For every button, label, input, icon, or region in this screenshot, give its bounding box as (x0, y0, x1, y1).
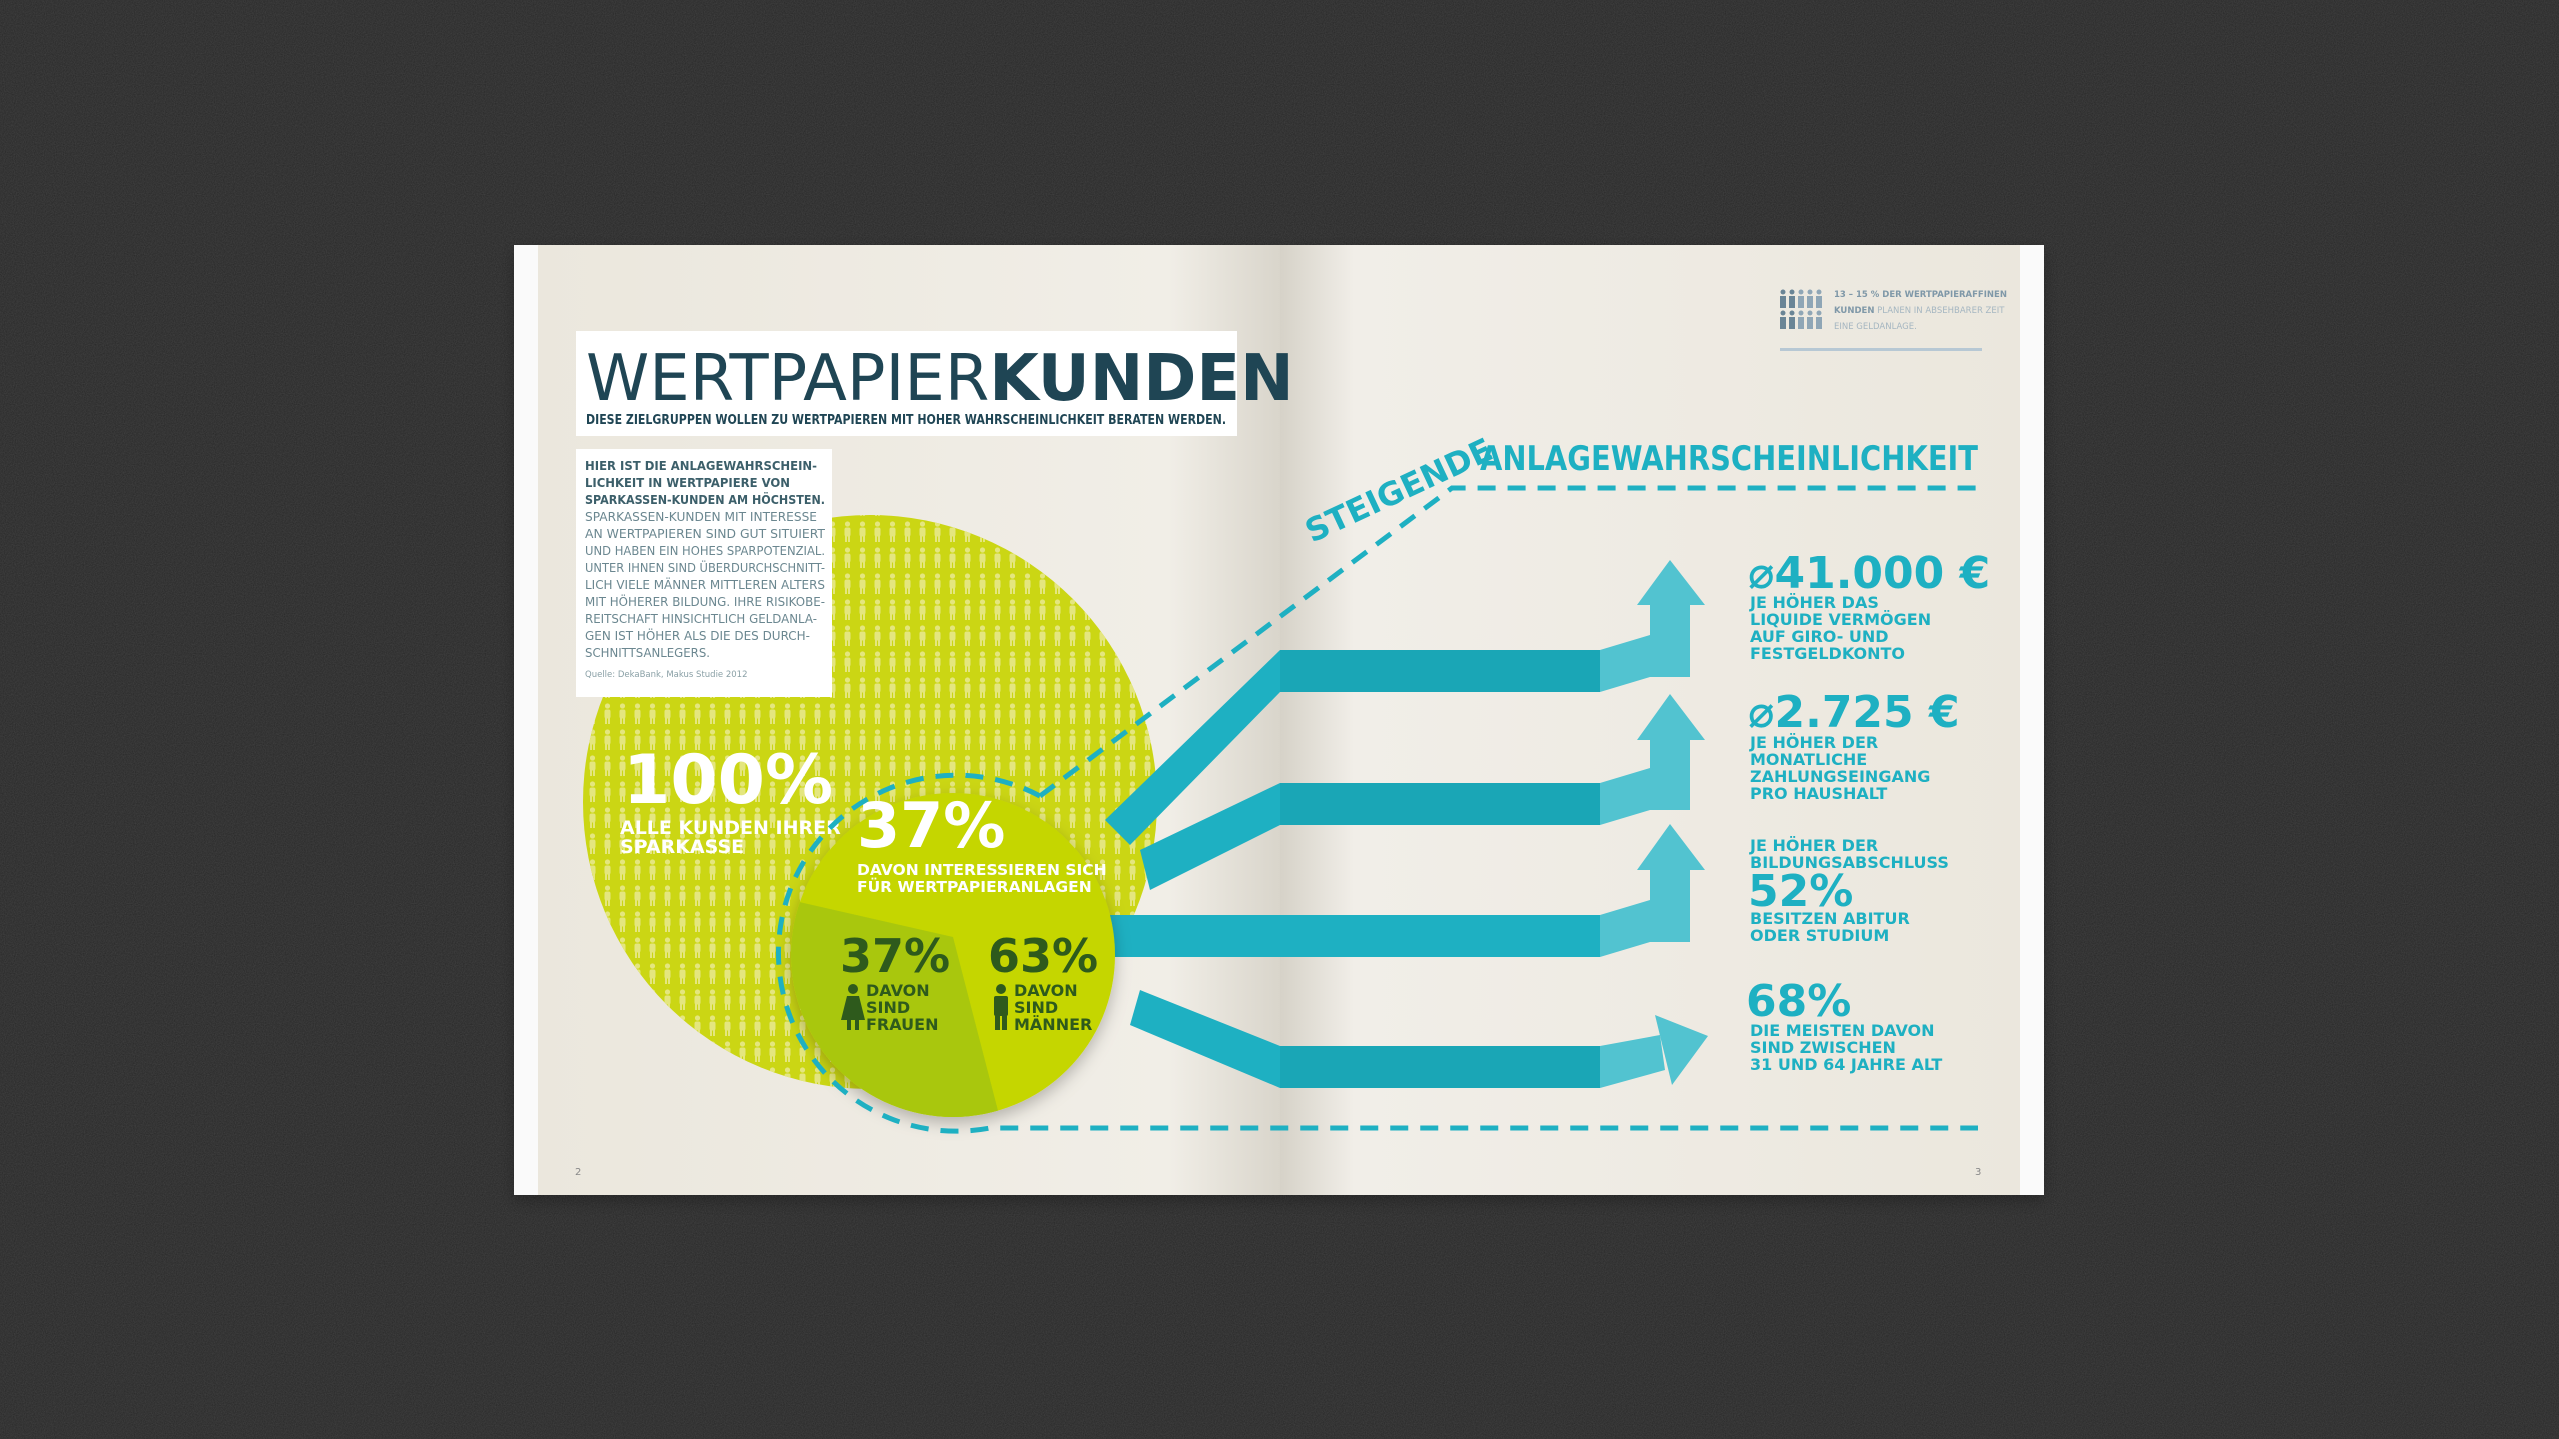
page-number-left: 2 (575, 1167, 581, 1178)
fact-label: ZAHLUNGSEINGANG (1750, 767, 1930, 786)
men-label: SIND (1014, 998, 1058, 1017)
fact-label: PRO HAUSHALT (1750, 784, 1887, 803)
arrow-up-icon (1650, 600, 1690, 677)
all-customers-value: 100% (623, 741, 833, 820)
all-customers-label: SPARKASSE (620, 836, 744, 858)
dashed-trend-line (1038, 485, 1978, 799)
fact-value: ⌀2.725 € (1748, 687, 1960, 738)
fact-label: BILDUNGSABSCHLUSS (1750, 853, 1949, 872)
man-icon (994, 984, 1008, 1030)
title-bold: KUNDEN (989, 342, 1293, 416)
intro-body-line: MIT HÖHERER BILDUNG. IHRE RISIKOBE- (585, 593, 825, 609)
legend-bold: KUNDEN (1834, 306, 1874, 316)
fact-label: AUF GIRO- UND (1750, 627, 1889, 646)
intro-body-line: AN WERTPAPIEREN SIND GUT SITUIERT (585, 526, 825, 541)
dashed-outline (776, 772, 1978, 1134)
intro-body-line: UNTER IHNEN SIND ÜBERDURCHSCHNITT- (585, 559, 825, 575)
men-value: 63% (988, 929, 1098, 983)
dashed-connector (776, 485, 1978, 1134)
intro-body-line: UND HABEN EIN HOHES SPARPOTENZIAL. (585, 543, 825, 558)
fact-label: DIE MEISTEN DAVON (1750, 1021, 1935, 1040)
intro-body-line: SPARKASSEN-KUNDEN MIT INTERESSE (585, 509, 817, 524)
woman-icon (841, 984, 865, 1030)
fact-label: LIQUIDE VERMÖGEN (1750, 610, 1931, 629)
legend-rule (1780, 348, 1982, 351)
facts: ⌀41.000 € JE HÖHER DAS LIQUIDE VERMÖGEN … (1746, 548, 1990, 1074)
women-value: 37% (840, 929, 950, 983)
right-page (1280, 245, 2020, 1195)
fact-label: SIND ZWISCHEN (1750, 1038, 1896, 1057)
fact-label: JE HÖHER DAS (1749, 593, 1879, 612)
interested-value: 37% (857, 789, 1005, 862)
legend-line: KUNDEN PLANEN IN ABSEHBARER ZEIT (1834, 306, 2005, 316)
legend-line: EINE GELDANLAGE. (1834, 322, 1917, 332)
source-note: Quelle: DekaBank, Makus Studie 2012 (585, 670, 748, 680)
page-number-right: 3 (1975, 1167, 1981, 1178)
arrow-bands (1100, 560, 1708, 1088)
fact-value: ⌀41.000 € (1748, 548, 1990, 599)
band-3 (1100, 824, 1705, 957)
fact-label: 31 UND 64 JAHRE ALT (1750, 1055, 1942, 1074)
intro-bold-line: HIER IST DIE ANLAGEWAHRSCHEIN- (585, 458, 817, 473)
title-light: WERTPAPIER (586, 342, 989, 416)
intro-box (576, 449, 832, 697)
title-box (576, 331, 1237, 436)
intro-text: HIER IST DIE ANLAGEWAHRSCHEIN- LICHKEIT … (585, 458, 825, 680)
legend-rest: PLANEN IN ABSEHBARER ZEIT (1874, 306, 2005, 316)
fact-label: BESITZEN ABITUR (1750, 909, 1910, 928)
fact-label: JE HÖHER DER (1749, 836, 1878, 855)
band-2 (1140, 694, 1705, 890)
intro-bold-line: LICHKEIT IN WERTPAPIERE VON (585, 475, 790, 490)
band-1 (1105, 560, 1705, 845)
fact-label: MONATLICHE (1750, 750, 1867, 769)
intro-body-line: LICH VIELE MÄNNER MITTLEREN ALTERS (585, 577, 825, 592)
women-stat: 37% DAVON SIND FRAUEN (840, 929, 950, 1034)
men-label: DAVON (1014, 981, 1078, 1000)
intro-body-line: SCHNITTSANLEGERS. (585, 645, 710, 660)
page-subtitle: DIESE ZIELGRUPPEN WOLLEN ZU WERTPAPIEREN… (586, 413, 1226, 428)
intro-body-line: REITSCHAFT HINSICHTLICH GELDANLA- (585, 611, 817, 626)
fact-value: 68% (1746, 976, 1851, 1027)
fact-label: JE HÖHER DER (1749, 733, 1878, 752)
women-label: DAVON (866, 981, 930, 1000)
fact-label: ODER STUDIUM (1750, 926, 1889, 945)
arrow-right-icon (1600, 1035, 1665, 1088)
men-label: MÄNNER (1014, 1015, 1092, 1034)
band-4 (1130, 990, 1708, 1088)
arrow-up-icon (1650, 735, 1690, 810)
fact-label: FESTGELDKONTO (1750, 644, 1905, 663)
all-customers-label: ALLE KUNDEN IHRER (620, 817, 841, 839)
interested-label: FÜR WERTPAPIERANLAGEN (857, 877, 1092, 896)
intro-body-line: GEN IST HÖHER ALS DIE DES DURCH- (585, 627, 810, 643)
people-icon (1780, 289, 1822, 329)
women-label: SIND (866, 998, 910, 1017)
legend: 13 – 15 % DER WERTPAPIERAFFINEN KUNDEN P… (1780, 289, 2007, 351)
arrow-up-icon (1650, 865, 1690, 942)
page-title: WERTPAPIERKUNDEN (586, 342, 1294, 416)
legend-line: 13 – 15 % DER WERTPAPIERAFFINEN (1834, 290, 2007, 300)
interested-label: DAVON INTERESSIEREN SICH (857, 861, 1107, 879)
heading: ANLAGEWAHRSCHEINLICHKEIT (1480, 439, 1979, 479)
fact-value: 52% (1748, 866, 1853, 917)
intro-bold-line: SPARKASSEN-KUNDEN AM HÖCHSTEN. (585, 492, 825, 507)
men-stat: 63% DAVON SIND MÄNNER (988, 929, 1098, 1034)
women-label: FRAUEN (866, 1015, 938, 1034)
